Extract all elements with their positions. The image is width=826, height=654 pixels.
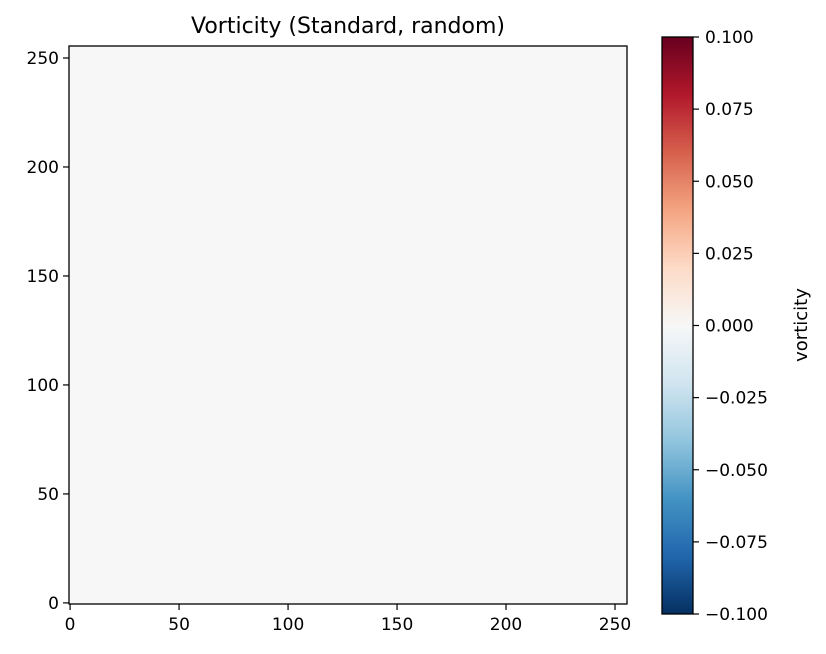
x-axis: 0 50 100 150 200 250 [65, 604, 631, 635]
colorbar-tick-label: −0.075 [705, 533, 768, 553]
x-tick-label: 250 [599, 615, 631, 635]
y-tick-label: 50 [37, 485, 59, 505]
y-tick-label: 200 [27, 158, 59, 178]
colorbar-tick-label: −0.025 [705, 389, 768, 409]
y-tick-label: 250 [27, 49, 59, 69]
x-tick-label: 0 [65, 615, 76, 635]
chart-title: Vorticity (Standard, random) [191, 14, 505, 39]
colorbar-tick-label: −0.050 [705, 461, 768, 481]
y-tick-label: 100 [27, 376, 59, 396]
colorbar-tick-label: 0.075 [705, 100, 754, 120]
colorbar-tick-label: 0.050 [705, 172, 754, 192]
colorbar-label: vorticity [791, 288, 812, 362]
colorbar-tick-label: 0.100 [705, 28, 754, 48]
colorbar-tick-label: −0.100 [705, 605, 768, 625]
x-tick-label: 100 [272, 615, 304, 635]
y-tick-label: 150 [27, 267, 59, 287]
y-tick-label: 0 [48, 594, 59, 614]
heatmap-field [69, 46, 627, 604]
x-tick-label: 150 [381, 615, 413, 635]
colorbar-tick-label: 0.025 [705, 244, 754, 264]
x-tick-label: 50 [168, 615, 190, 635]
colorbar [661, 36, 694, 615]
colorbar-tick-label: 0.000 [705, 317, 754, 337]
y-axis: 0 50 100 150 200 250 [27, 49, 69, 614]
colorbar-axis: −0.100 −0.075 −0.050 −0.025 0.000 0.025 0.050 0… [693, 28, 768, 625]
x-tick-label: 200 [490, 615, 522, 635]
plot-frame [68, 45, 628, 605]
